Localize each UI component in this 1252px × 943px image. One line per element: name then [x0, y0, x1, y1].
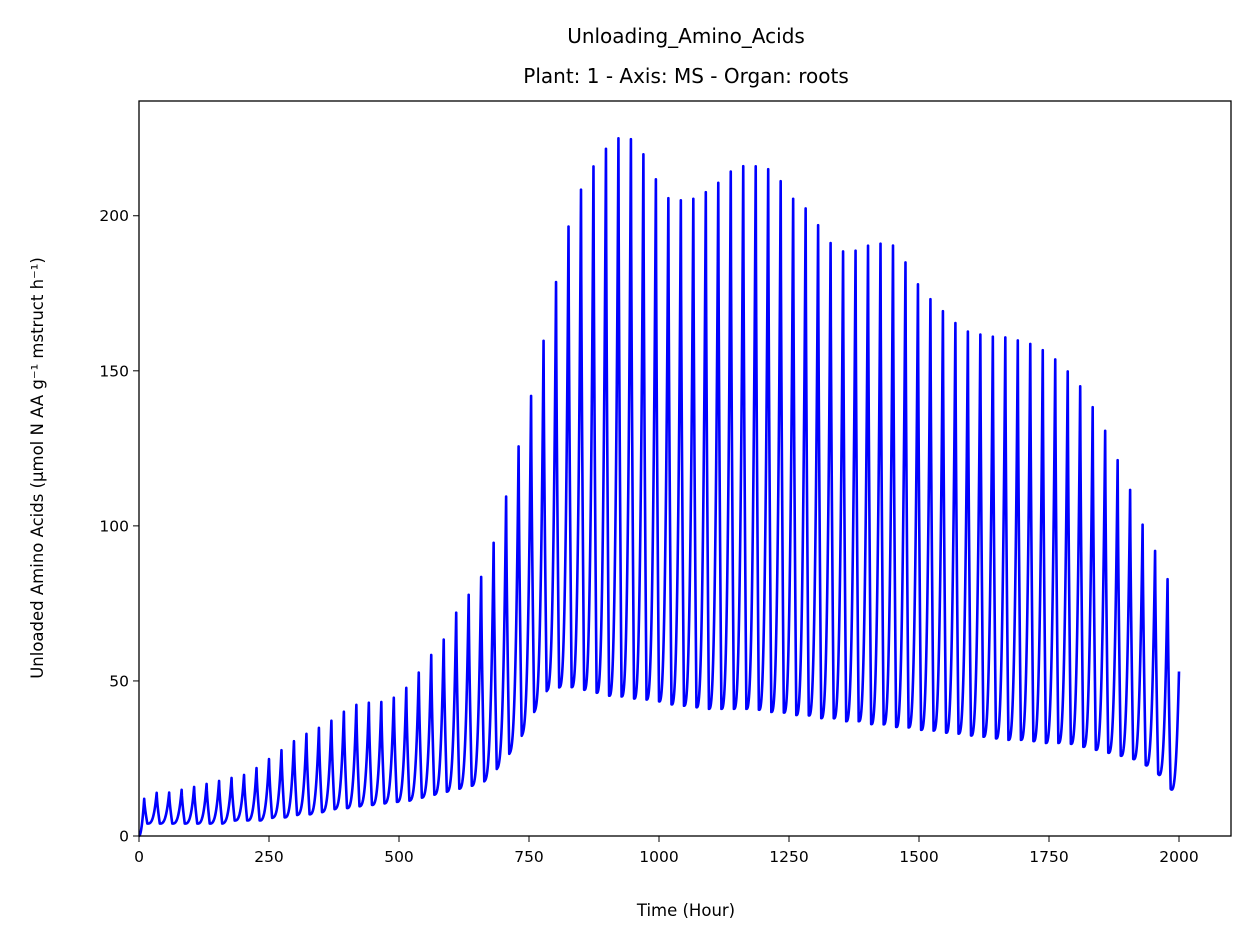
- x-tick-label: 0: [134, 848, 144, 866]
- x-tick-label: 1500: [899, 848, 938, 866]
- y-axis: 0 50 100 150 200: [99, 207, 139, 846]
- series-line: [137, 137, 1181, 838]
- x-tick-label: 500: [384, 848, 414, 866]
- y-tick-label: 100: [99, 517, 129, 535]
- plot-area: [137, 137, 1181, 838]
- chart-title: Unloading_Amino_Acids: [567, 24, 805, 48]
- y-tick-label: 0: [119, 828, 129, 846]
- y-tick-label: 200: [99, 207, 129, 225]
- x-tick-label: 1250: [769, 848, 808, 866]
- x-tick-label: 750: [514, 848, 544, 866]
- x-axis-label: Time (Hour): [636, 901, 735, 920]
- x-tick-label: 1000: [639, 848, 678, 866]
- y-tick-label: 150: [99, 362, 129, 380]
- chart-subtitle: Plant: 1 - Axis: MS - Organ: roots: [523, 64, 848, 88]
- y-axis-label: Unloaded Amino Acids (µmol N AA g⁻¹ mstr…: [28, 257, 47, 679]
- x-tick-label: 1750: [1029, 848, 1068, 866]
- x-tick-label: 250: [254, 848, 284, 866]
- x-axis: 0 250 500 750 1000 1250 1500 1750 2000: [134, 836, 1199, 866]
- x-tick-label: 2000: [1159, 848, 1198, 866]
- plot-frame: [138, 100, 1232, 837]
- y-tick-label: 50: [109, 672, 129, 690]
